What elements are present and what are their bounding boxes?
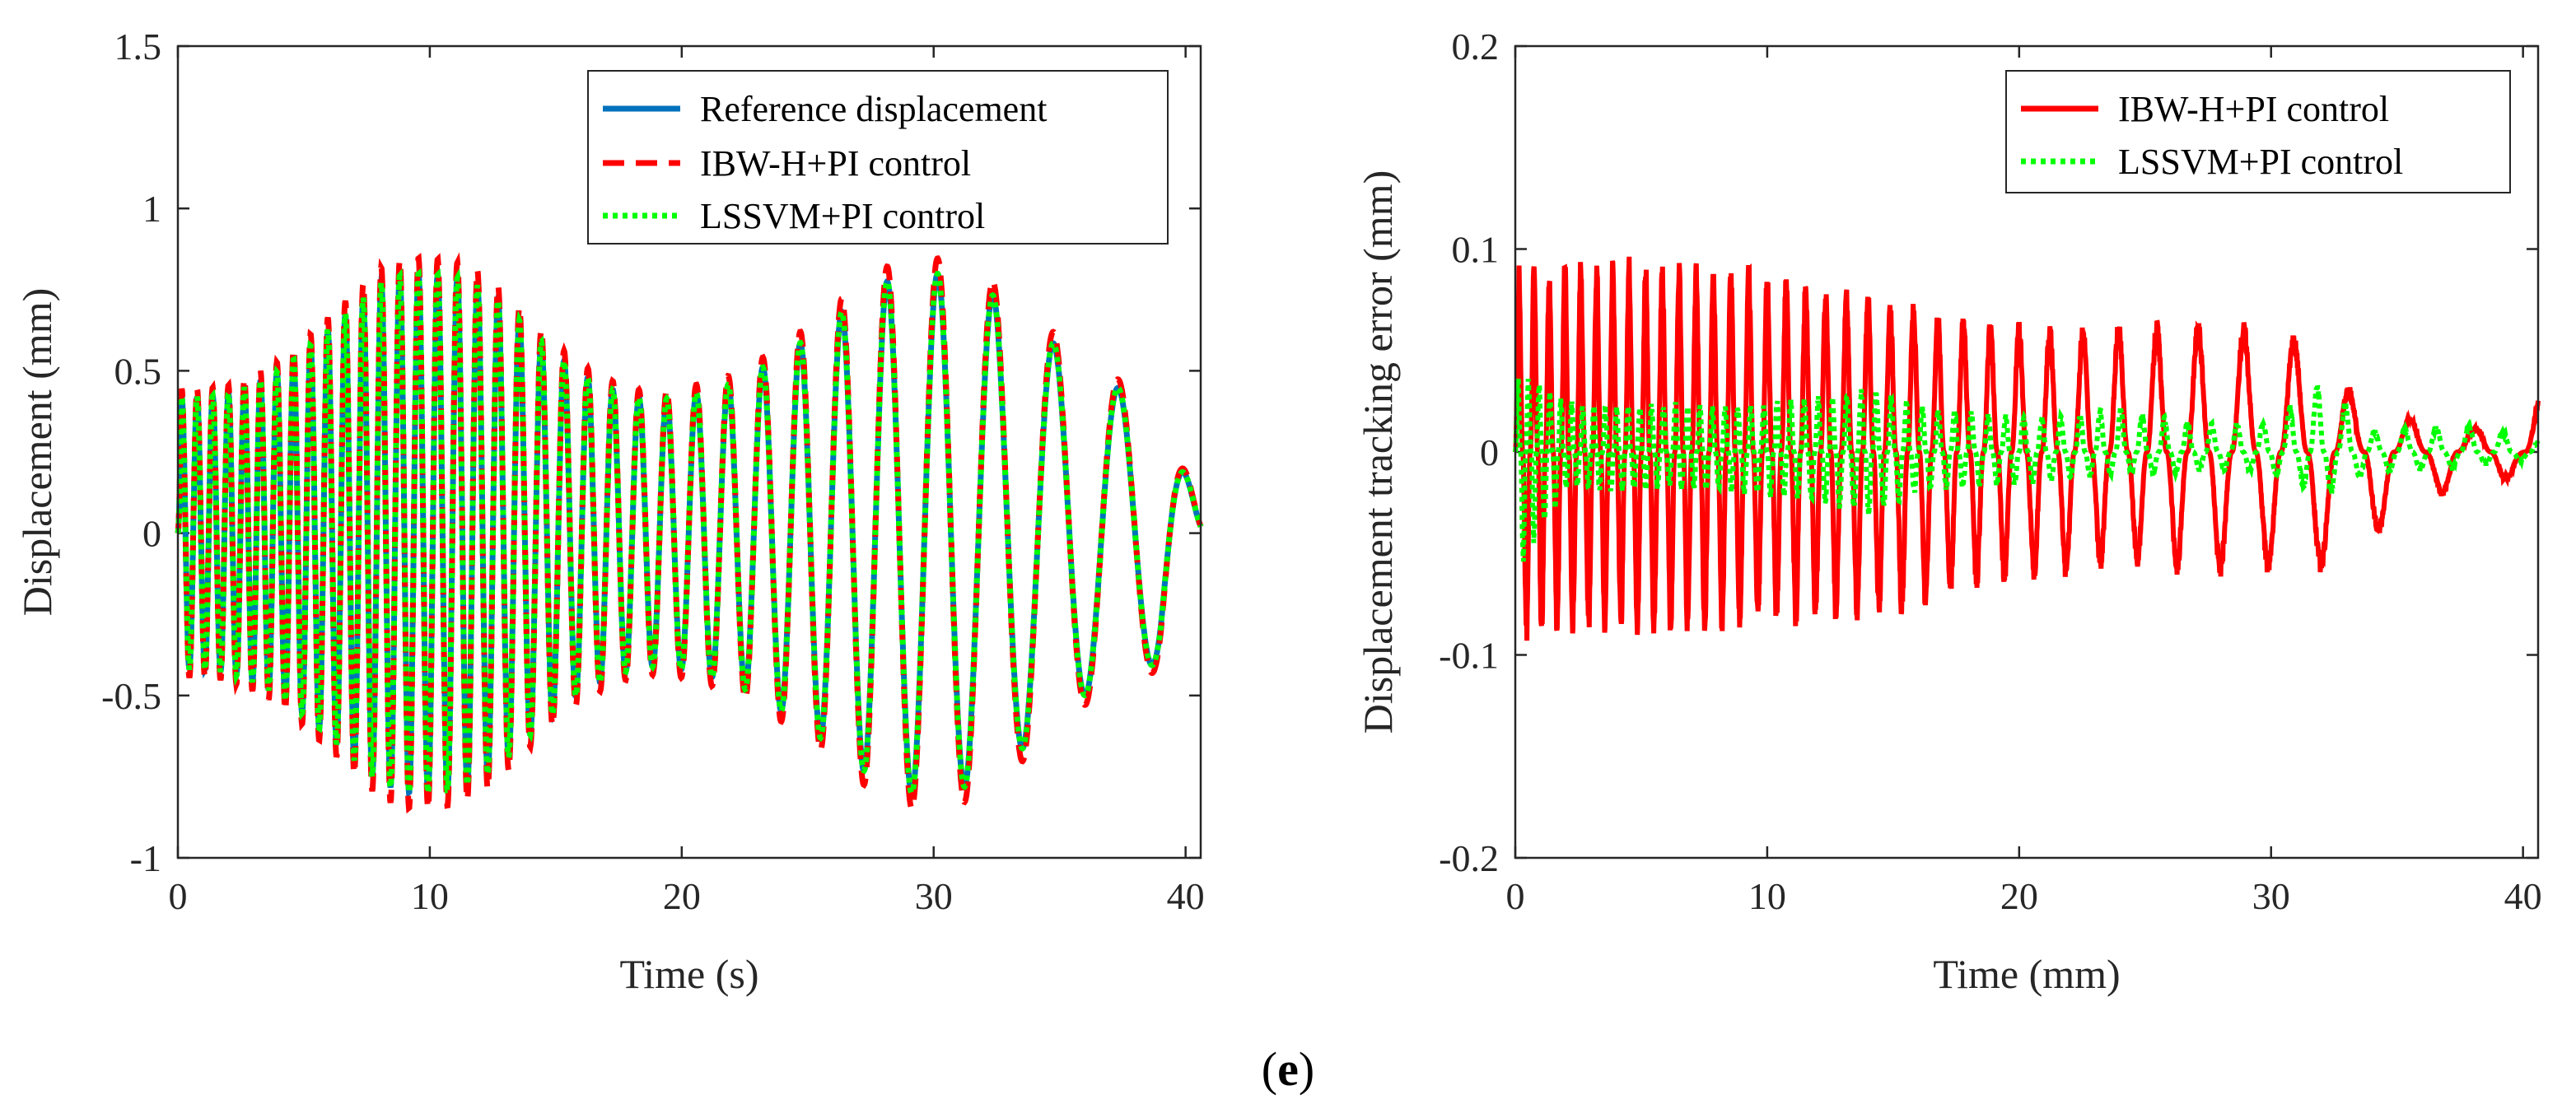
left-axes-box: [176, 44, 1202, 859]
left-y-tick-label: 1: [142, 188, 161, 230]
left-y-tick-label: -0.5: [101, 675, 161, 717]
left-x-tick-label: 40: [1167, 875, 1205, 917]
right-series-lines: [1513, 256, 2541, 641]
left-series-lines: [175, 252, 1204, 814]
right-x-axis-label: Time (mm): [1933, 951, 2120, 997]
left-y-tick-label: 1.5: [114, 26, 162, 68]
left-legend-box: [587, 70, 1169, 245]
left-y-tick-label: -1: [130, 837, 161, 879]
series-line-lssvm-pi-error: [1513, 376, 2541, 562]
legend-label-ibw-error: IBW-H+PI control: [2118, 89, 2389, 129]
left-y-axis-label: Displacement (mm): [14, 288, 60, 617]
series-line-lssvm-pi: [175, 268, 1204, 799]
left-legend: Reference displacement IBW-H+PI control …: [587, 70, 1169, 245]
figure-caption: (e): [1262, 1042, 1314, 1096]
right-x-tick-label: 0: [1506, 875, 1525, 917]
right-legend-box: [2005, 70, 2511, 193]
legend-label-ibw: IBW-H+PI control: [700, 143, 971, 184]
left-x-tick-label: 30: [915, 875, 953, 917]
right-x-tick-label: 40: [2504, 875, 2542, 917]
right-axes-box: [1514, 44, 2540, 859]
left-y-tick-label: 0: [142, 513, 161, 555]
legend-label-lssvm: LSSVM+PI control: [700, 196, 985, 236]
left-x-tick-label: 0: [169, 875, 188, 917]
right-y-tick-label: 0.1: [1452, 229, 1500, 271]
right-y-tick-label: -0.1: [1439, 635, 1499, 677]
right-x-tick-label: 10: [1748, 875, 1786, 917]
left-chart: 0 10 20 30 40 -1 -0.5 0 0.5 1 1.5 Time (s) Displac…: [14, 26, 1205, 997]
right-x-tick-label: 30: [2252, 875, 2290, 917]
left-y-tick-label: 0.5: [114, 350, 162, 392]
right-y-tick-label: 0.2: [1452, 26, 1500, 68]
right-y-tick-label: 0: [1480, 431, 1499, 473]
right-legend: IBW-H+PI control LSSVM+PI control: [2005, 70, 2511, 193]
right-y-axis-label: Displacement tracking error (mm): [1355, 170, 1401, 734]
right-x-tick-label: 20: [2000, 875, 2038, 917]
left-x-axis-label: Time (s): [619, 951, 758, 997]
left-x-tick-label: 20: [663, 875, 701, 917]
legend-label-lssvm-error: LSSVM+PI control: [2118, 142, 2403, 182]
right-chart: 0 10 20 30 40 -0.2 -0.1 0 0.1 0.2 Time (mm) Displ…: [1355, 26, 2542, 997]
left-x-tick-label: 10: [411, 875, 449, 917]
right-y-tick-label: -0.2: [1439, 837, 1499, 879]
legend-label-reference: Reference displacement: [700, 89, 1047, 129]
